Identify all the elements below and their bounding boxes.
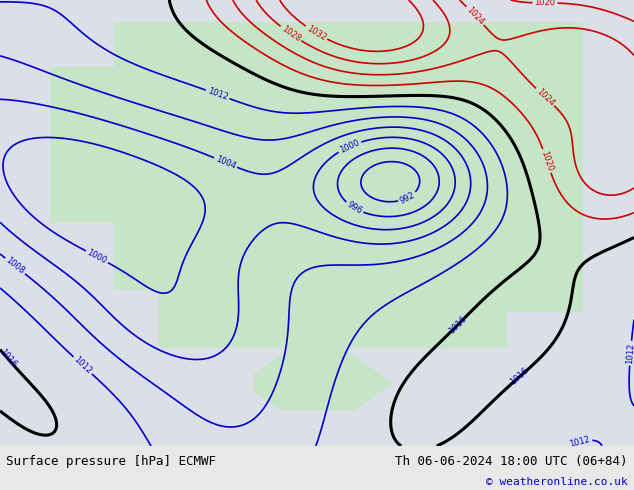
Text: 1008: 1008 <box>4 256 26 276</box>
Text: Surface pressure [hPa] ECMWF: Surface pressure [hPa] ECMWF <box>6 455 216 468</box>
Text: 1000: 1000 <box>86 248 108 266</box>
Text: 1016: 1016 <box>509 366 531 387</box>
Text: 1012: 1012 <box>625 343 634 364</box>
Text: 1012: 1012 <box>569 435 592 449</box>
Text: 1012: 1012 <box>206 87 229 102</box>
Text: 1032: 1032 <box>305 24 328 42</box>
Text: 1028: 1028 <box>280 24 302 44</box>
Text: 1004: 1004 <box>214 154 237 171</box>
Text: 992: 992 <box>398 190 417 205</box>
Text: 1016: 1016 <box>447 314 469 336</box>
Text: 1020: 1020 <box>534 0 555 7</box>
Text: 996: 996 <box>346 200 363 216</box>
Text: © weatheronline.co.uk: © weatheronline.co.uk <box>486 477 628 487</box>
Text: 1024: 1024 <box>534 87 556 107</box>
Text: 1012: 1012 <box>72 355 93 376</box>
Text: 1024: 1024 <box>465 5 486 26</box>
Text: 1020: 1020 <box>540 149 555 172</box>
Text: Th 06-06-2024 18:00 UTC (06+84): Th 06-06-2024 18:00 UTC (06+84) <box>395 455 628 468</box>
Text: 1000: 1000 <box>338 138 361 155</box>
Text: 1016: 1016 <box>0 348 18 369</box>
